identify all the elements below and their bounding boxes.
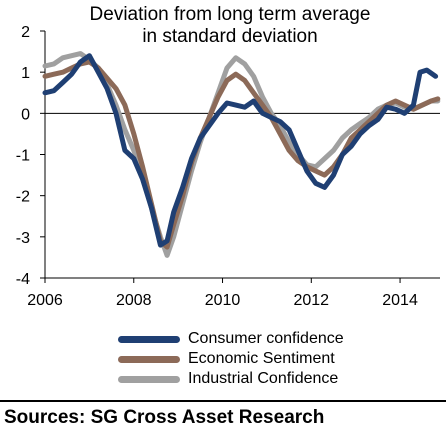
y-tick-label: -2 [16, 189, 30, 206]
legend-swatch-industrial-confidence [118, 375, 180, 383]
y-tick-label: 0 [21, 106, 30, 123]
chart-title-line-2: in standard deviation [142, 26, 318, 47]
x-tick-label: 2012 [293, 292, 329, 309]
x-tick-label: 2014 [382, 292, 418, 309]
y-tick-label: 2 [21, 24, 30, 41]
y-tick-label: -1 [16, 148, 30, 165]
legend-item-economic-sentiment: Economic Sentiment [118, 348, 335, 370]
x-tick-label: 2006 [27, 292, 63, 309]
x-tick-label: 2010 [205, 292, 241, 309]
legend-label-economic-sentiment: Economic Sentiment [188, 350, 335, 367]
legend-swatch-economic-sentiment [118, 355, 180, 363]
legend-item-consumer-confidence: Consumer confidence [118, 328, 344, 350]
legend-label-industrial-confidence: Industrial Confidence [188, 370, 339, 387]
source-note: Sources: SG Cross Asset Research [4, 407, 325, 428]
legend-item-industrial-confidence: Industrial Confidence [118, 368, 338, 390]
legend-swatch-consumer-confidence [118, 335, 180, 343]
chart-title-line-1: Deviation from long term average [89, 4, 371, 25]
series-line-consumer-confidence [42, 53, 439, 248]
legend-label-consumer-confidence: Consumer confidence [188, 330, 344, 347]
y-tick-label: -4 [16, 271, 30, 288]
source-divider [0, 400, 446, 402]
series-line-economic-sentiment [42, 59, 441, 250]
y-tick-label: -3 [16, 230, 30, 247]
y-tick-label: 1 [21, 65, 30, 82]
x-tick-label: 2008 [116, 292, 152, 309]
